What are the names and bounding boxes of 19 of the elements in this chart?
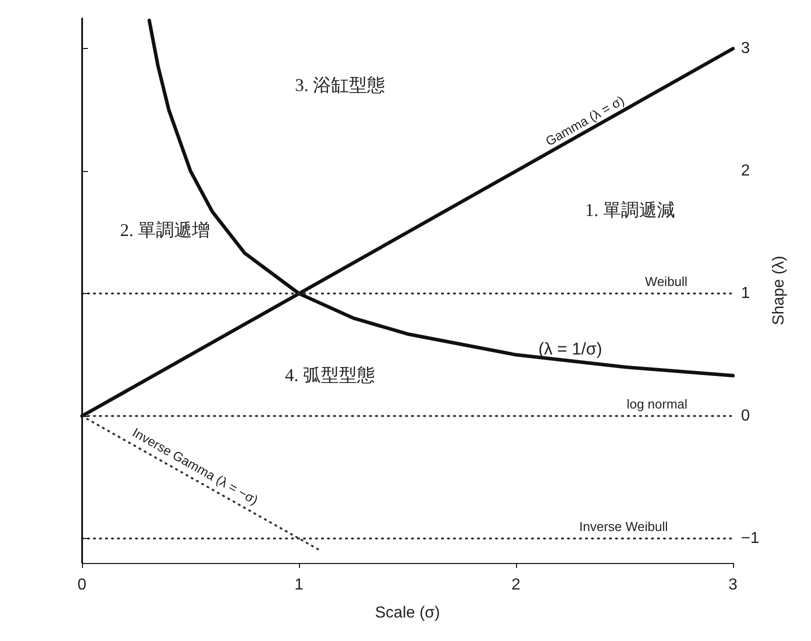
x-tick-label: 0 [78, 576, 87, 594]
annotation: 1. 單調遞減 [585, 200, 675, 220]
annotation: 3. 浴缸型態 [295, 75, 385, 95]
annotation: 4. 弧型型態 [285, 365, 375, 385]
series-label: Weibull [645, 274, 688, 290]
x-axis-title: Scale (σ) [375, 604, 440, 622]
annotation: 2. 單調遞增 [120, 220, 210, 240]
series-label: (λ = 1/σ) [538, 339, 602, 358]
x-tick-label: 1 [294, 576, 304, 594]
y-tick-label: 2 [741, 162, 750, 180]
y-tick-label: 3 [741, 40, 750, 58]
series-label: Inverse Weibull [579, 519, 668, 534]
y-tick-label: −1 [741, 530, 760, 548]
x-tick-label: 2 [512, 576, 521, 594]
x-tick-label: 3 [728, 576, 738, 594]
series-label: log normal [626, 396, 688, 412]
y-tick-label: 0 [741, 408, 750, 425]
y-axis-title: Shape (λ) [770, 256, 788, 326]
y-tick-label: 1 [741, 285, 750, 302]
